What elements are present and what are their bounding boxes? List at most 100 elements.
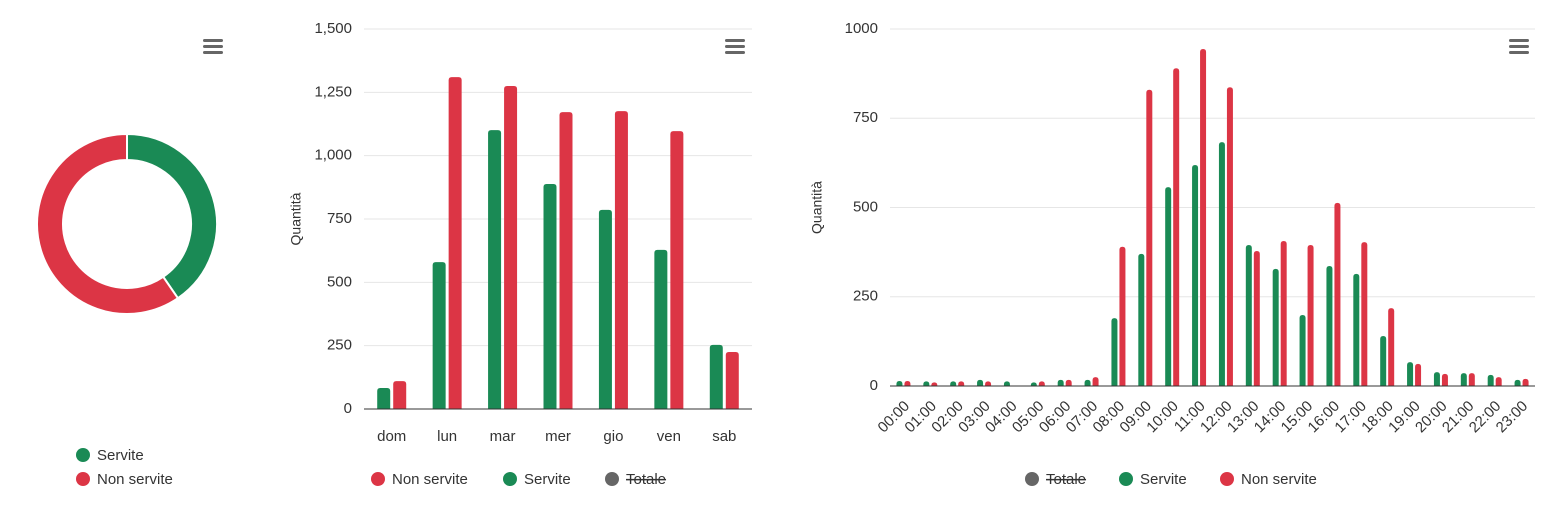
legend-marker[interactable]: [503, 472, 517, 486]
legend-label[interactable]: Non servite: [97, 471, 173, 488]
bar: [488, 130, 502, 409]
y-tick-label: 750: [853, 109, 878, 126]
y-tick-label: 500: [853, 198, 878, 215]
bar: [1388, 308, 1395, 386]
bar: [670, 131, 684, 410]
bar: [931, 382, 938, 386]
bar: [1030, 382, 1037, 386]
bar: [393, 381, 407, 409]
bar: [1092, 377, 1099, 386]
chart-menu[interactable]: [1509, 39, 1529, 54]
bar: [950, 381, 957, 386]
y-tick-label: 750: [327, 210, 352, 227]
bar: [1415, 363, 1422, 386]
bar: [1441, 373, 1448, 386]
legend-label[interactable]: Totale: [626, 471, 666, 488]
bar: [1353, 273, 1360, 386]
bar: [923, 381, 930, 386]
bar: [1226, 87, 1233, 386]
chart-menu[interactable]: [725, 39, 745, 54]
legend-marker[interactable]: [1025, 472, 1039, 486]
bar: [1272, 268, 1279, 386]
bar: [985, 381, 992, 386]
legend-marker[interactable]: [1220, 472, 1234, 486]
y-tick-label: 1000: [845, 20, 878, 37]
x-tick-label: 23:00: [1493, 398, 1532, 437]
bar: [654, 249, 668, 409]
bar: [448, 77, 462, 409]
bar: [1057, 379, 1064, 386]
y-tick-label: 1,250: [314, 83, 352, 100]
bar: [977, 379, 984, 386]
x-tick-label: lun: [437, 428, 457, 445]
bar: [377, 387, 391, 409]
y-tick-label: 1,500: [314, 20, 352, 37]
bar: [1003, 381, 1010, 386]
legend-label[interactable]: Non servite: [392, 471, 468, 488]
bar: [1192, 165, 1199, 386]
bar: [958, 381, 965, 386]
y-tick-label: 0: [870, 377, 878, 394]
bar: [904, 381, 911, 386]
y-tick-label: 500: [327, 273, 352, 290]
y-tick-label: 1,000: [314, 147, 352, 164]
bar: [1200, 48, 1207, 386]
bar: [1407, 362, 1414, 386]
legend-marker[interactable]: [605, 472, 619, 486]
bar: [559, 112, 573, 410]
legend-marker[interactable]: [76, 448, 90, 462]
bar: [504, 86, 518, 409]
bar: [1326, 266, 1333, 386]
bar: [1173, 68, 1180, 387]
legend-marker[interactable]: [1119, 472, 1133, 486]
y-tick-label: 250: [327, 337, 352, 354]
bar: [1334, 202, 1341, 386]
bar: [1038, 381, 1045, 386]
legend-label[interactable]: Non servite: [1241, 471, 1317, 488]
bar: [543, 184, 557, 409]
legend-label[interactable]: Servite: [524, 471, 571, 488]
bar: [1468, 373, 1475, 386]
bar: [1514, 379, 1521, 386]
bar: [896, 381, 903, 386]
bar: [1245, 244, 1252, 386]
bar: [1138, 253, 1145, 386]
bar: [1065, 379, 1072, 386]
legend-label[interactable]: Servite: [1140, 471, 1187, 488]
x-tick-label: gio: [603, 428, 623, 445]
bar: [614, 111, 628, 409]
pie-slice: [36, 132, 180, 315]
legend-marker[interactable]: [371, 472, 385, 486]
bar: [1495, 377, 1502, 386]
y-tick-label: 250: [853, 288, 878, 305]
bar: [725, 352, 739, 409]
x-tick-label: mar: [490, 428, 516, 445]
bar: [1487, 374, 1494, 386]
bar: [1165, 187, 1172, 386]
y-axis-title: Quantità: [809, 181, 825, 234]
x-tick-label: dom: [377, 428, 406, 445]
bar: [1361, 242, 1368, 386]
bar: [1380, 336, 1387, 386]
x-tick-label: sab: [712, 428, 736, 445]
bar: [1119, 246, 1126, 386]
legend-label[interactable]: Totale: [1046, 471, 1086, 488]
bar: [709, 344, 723, 409]
bar: [1433, 372, 1440, 386]
bar: [1084, 379, 1091, 386]
legend-marker[interactable]: [76, 472, 90, 486]
x-tick-label: mer: [545, 428, 571, 445]
bar: [1146, 89, 1153, 386]
bar: [1299, 314, 1306, 386]
bar: [1522, 378, 1529, 386]
y-tick-label: 0: [344, 400, 352, 417]
bar: [1111, 318, 1118, 386]
bar: [432, 262, 446, 409]
y-axis-title: Quantità: [288, 192, 304, 245]
bar: [1218, 142, 1225, 386]
chart-menu[interactable]: [203, 39, 223, 54]
bar: [1460, 373, 1467, 386]
legend-label[interactable]: Servite: [97, 447, 144, 464]
bar: [598, 209, 612, 409]
